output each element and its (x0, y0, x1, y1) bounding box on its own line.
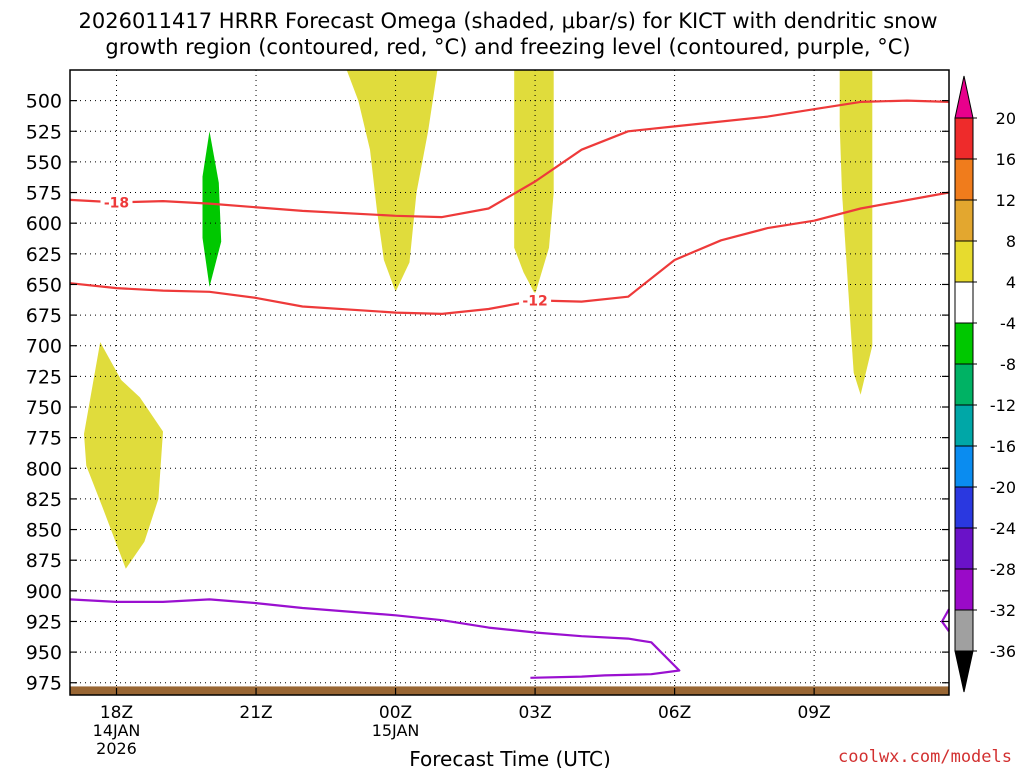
credit-text: coolwx.com/models (838, 747, 1012, 767)
ground-layer (70, 686, 949, 695)
colorbar: 20 16 12 8 4 -4 -8 -12 -16 -20 -24 -28 -32 -36 (954, 75, 1016, 693)
ground-strip (70, 686, 949, 695)
red-contour-label-bg--12 (519, 292, 552, 309)
chart-title-line1: 2026011417 HRRR Forecast Omega (shaded, … (79, 9, 938, 33)
y-tick-label-825: 825 (26, 489, 62, 511)
y-tick-label-950: 950 (26, 642, 62, 664)
colorbar-segment-8 (954, 445, 974, 488)
y-tick-label-525: 525 (26, 121, 62, 143)
colorbar-label--4: -4 (1000, 314, 1016, 333)
y-tick-label-975: 975 (26, 673, 62, 695)
x-tick-sublabel-14JAN: 14JAN (93, 721, 141, 740)
colorbar-label--8: -8 (1000, 355, 1016, 374)
colorbar-segment-5 (954, 322, 974, 365)
y-tick-label-675: 675 (26, 305, 62, 327)
colorbar-segment-11 (954, 568, 974, 611)
colorbar-segment-0 (954, 117, 974, 160)
y-tick-label-625: 625 (26, 244, 62, 266)
chart-title-line2: growth region (contoured, red, °C) and f… (105, 35, 910, 59)
x-tick-label-06Z: 06Z (658, 703, 691, 723)
y-tick-label-775: 775 (26, 428, 62, 450)
contours: -18 -12 (69, 99, 950, 679)
omega-region-lower-rising (84, 342, 163, 569)
omega-region-rising-10z (839, 70, 873, 395)
y-tick-label-725: 725 (26, 366, 62, 388)
colorbar-label--16: -16 (990, 437, 1016, 456)
x-tick-label-18Z: 18Z (100, 703, 133, 723)
plot-area: -18 -12 500 525 550 575 600 625 650 675 700 725 750… (26, 69, 950, 758)
y-tick-label-850: 850 (26, 520, 62, 542)
red-contour-label--12: -12 (522, 293, 547, 309)
omega-shading (84, 70, 873, 569)
colorbar-segment-7 (954, 404, 974, 447)
colorbar-top-arrow (954, 75, 974, 119)
omega-region-green-sinking (202, 131, 222, 287)
x-tick-label-21Z: 21Z (239, 703, 272, 723)
plot-frame (69, 69, 950, 696)
y-tick-label-925: 925 (26, 611, 62, 633)
colorbar-label--20: -20 (990, 478, 1016, 497)
colorbar-segment-4 (954, 281, 974, 324)
x-axis-label: Forecast Time (UTC) (409, 747, 611, 768)
x-tick-sublabel-15JAN: 15JAN (372, 721, 420, 740)
colorbar-bottom-arrow (954, 650, 974, 693)
colorbar-segment-9 (954, 486, 974, 529)
colorbar-label--28: -28 (990, 560, 1016, 579)
x-tick-label-09Z: 09Z (797, 703, 830, 723)
gridlines (70, 70, 949, 695)
colorbar-segment-2 (954, 199, 974, 242)
y-tick-label-500: 500 (26, 91, 62, 113)
freezing-level-contour (69, 598, 681, 679)
colorbar-segment-10 (954, 527, 974, 570)
colorbar-label--36: -36 (990, 642, 1016, 661)
y-tick-label-875: 875 (26, 550, 62, 572)
y-tick-label-900: 900 (26, 581, 62, 603)
colorbar-label-8: 8 (1006, 232, 1016, 251)
colorbar-segment-1 (954, 158, 974, 201)
colorbar-label-16: 16 (996, 150, 1016, 169)
colorbar-label--32: -32 (990, 601, 1016, 620)
y-tick-label-700: 700 (26, 336, 62, 358)
y-tick-label-600: 600 (26, 213, 62, 235)
colorbar-label--24: -24 (990, 519, 1016, 538)
red-contour-label-bg--18 (100, 194, 133, 211)
colorbar-segment-12 (954, 609, 974, 652)
colorbar-segment-3 (954, 240, 974, 283)
y-tick-label-750: 750 (26, 397, 62, 419)
red-contour--12 (69, 191, 950, 315)
y-tick-label-800: 800 (26, 458, 62, 480)
colorbar-label-4: 4 (1006, 273, 1016, 292)
x-tick-label-03Z: 03Z (518, 703, 551, 723)
red-contour-label--18: -18 (104, 195, 129, 211)
x-tick-label-00Z: 00Z (379, 703, 412, 723)
x-tick-sublabel-2026: 2026 (96, 739, 137, 758)
colorbar-segment-6 (954, 363, 974, 406)
colorbar-label--12: -12 (990, 396, 1016, 415)
y-tick-label-575: 575 (26, 183, 62, 205)
y-tick-label-550: 550 (26, 152, 62, 174)
red-contour--18 (69, 99, 950, 219)
plot-background (70, 70, 949, 695)
omega-region-mid-rising (346, 70, 438, 292)
colorbar-label-12: 12 (996, 191, 1016, 210)
y-tick-label-650: 650 (26, 274, 62, 296)
y-axis-ticks: 500 525 550 575 600 625 650 675 700 725 750 775 800 8… (26, 91, 949, 695)
colorbar-label-20: 20 (996, 109, 1016, 128)
